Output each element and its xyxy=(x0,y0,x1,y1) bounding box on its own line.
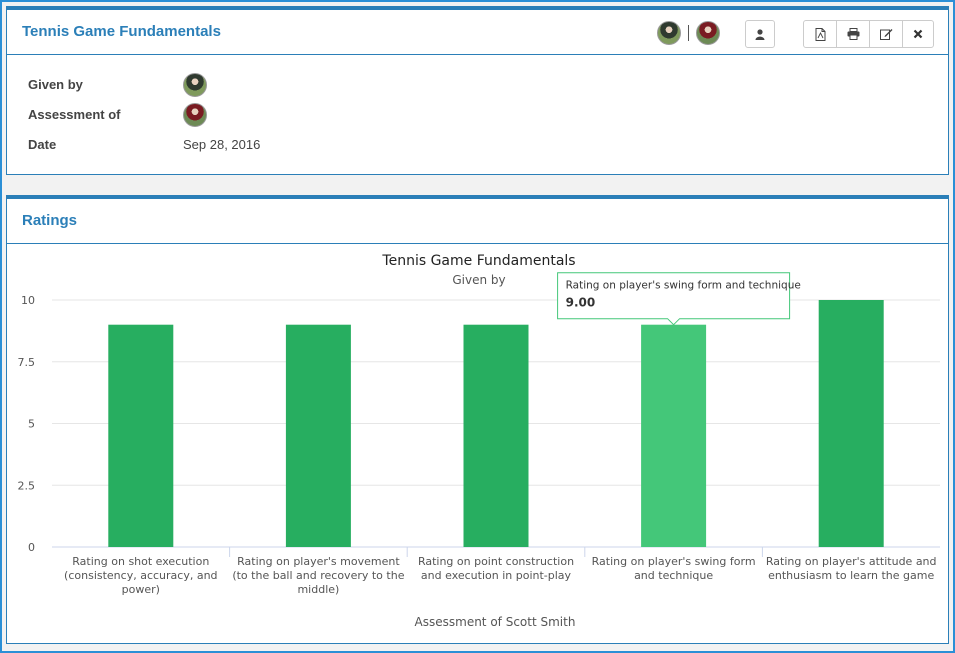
given-by-label: Given by xyxy=(28,77,83,92)
ratings-chart-container: Tennis Game Fundamentals Given by 0 2.5 5 7… xyxy=(7,243,948,643)
export-pdf-button[interactable] xyxy=(803,20,837,48)
y-tick-label: 0 xyxy=(28,541,35,554)
subject-avatar[interactable] xyxy=(696,21,720,45)
assessment-of-avatar[interactable] xyxy=(183,103,207,127)
chart-bars xyxy=(108,300,884,547)
chart-bar[interactable] xyxy=(108,324,174,547)
y-tick-label: 7.5 xyxy=(18,356,36,369)
x-tick-label: Rating on shot execution (consistency, ac… xyxy=(64,555,217,596)
profile-button[interactable] xyxy=(745,20,775,48)
y-tick-label: 5 xyxy=(28,418,35,431)
edit-icon xyxy=(879,29,892,40)
assessment-of-label: Assessment of xyxy=(28,107,121,122)
x-tick-label: Rating on point construction and executio… xyxy=(418,555,574,582)
avatar-separator xyxy=(688,25,689,41)
given-by-avatar[interactable] xyxy=(183,73,207,97)
giver-avatar[interactable] xyxy=(657,21,681,45)
ratings-title: Ratings xyxy=(22,212,78,229)
action-button-group xyxy=(803,20,934,48)
chart-bar[interactable] xyxy=(818,300,884,547)
ratings-chart: Tennis Game Fundamentals Given by 0 2.5 5 7… xyxy=(18,253,940,629)
chart-tooltip: Rating on player's swing form and techni… xyxy=(557,272,801,326)
page-title: Tennis Game Fundamentals xyxy=(22,23,221,40)
assessment-panel: Tennis Game Fundamentals xyxy=(6,6,949,175)
x-tick-label: Rating on player's attitude and enthusias… xyxy=(766,555,937,582)
y-tick-label: 10 xyxy=(21,294,35,307)
tooltip-category: Rating on player's swing form and techni… xyxy=(566,280,801,292)
x-tick-label: Rating on player's swing form and techniq… xyxy=(592,555,756,582)
print-icon xyxy=(847,28,859,40)
chart-bar[interactable] xyxy=(641,324,707,547)
tooltip-value: 9.00 xyxy=(566,296,596,310)
chart-subtitle: Given by xyxy=(452,273,505,287)
ratings-panel: Ratings Tennis Game Fundamentals Given b… xyxy=(6,195,949,644)
chart-title: Tennis Game Fundamentals xyxy=(381,253,575,269)
x-axis: Rating on shot execution (consistency, ac… xyxy=(64,547,937,596)
pdf-icon xyxy=(815,27,825,41)
y-tick-label: 2.5 xyxy=(18,479,36,492)
tooltip-box xyxy=(557,272,791,326)
chart-bar[interactable] xyxy=(463,324,529,547)
participants-avatars xyxy=(657,21,720,45)
assessment-header: Tennis Game Fundamentals xyxy=(7,10,948,55)
ratings-header: Ratings xyxy=(7,199,948,244)
print-button[interactable] xyxy=(836,20,870,48)
close-icon xyxy=(913,29,923,39)
person-icon xyxy=(755,28,765,40)
x-tick-label: Rating on player's movement (to the ball … xyxy=(232,555,404,596)
date-label: Date xyxy=(28,137,57,152)
close-button[interactable] xyxy=(902,20,934,48)
x-axis-title: Assessment of Scott Smith xyxy=(415,615,576,629)
y-axis: 0 2.5 5 7.5 10 xyxy=(18,294,36,554)
date-value: Sep 28, 2016 xyxy=(183,137,261,152)
edit-button[interactable] xyxy=(869,20,903,48)
chart-bar[interactable] xyxy=(285,324,351,547)
